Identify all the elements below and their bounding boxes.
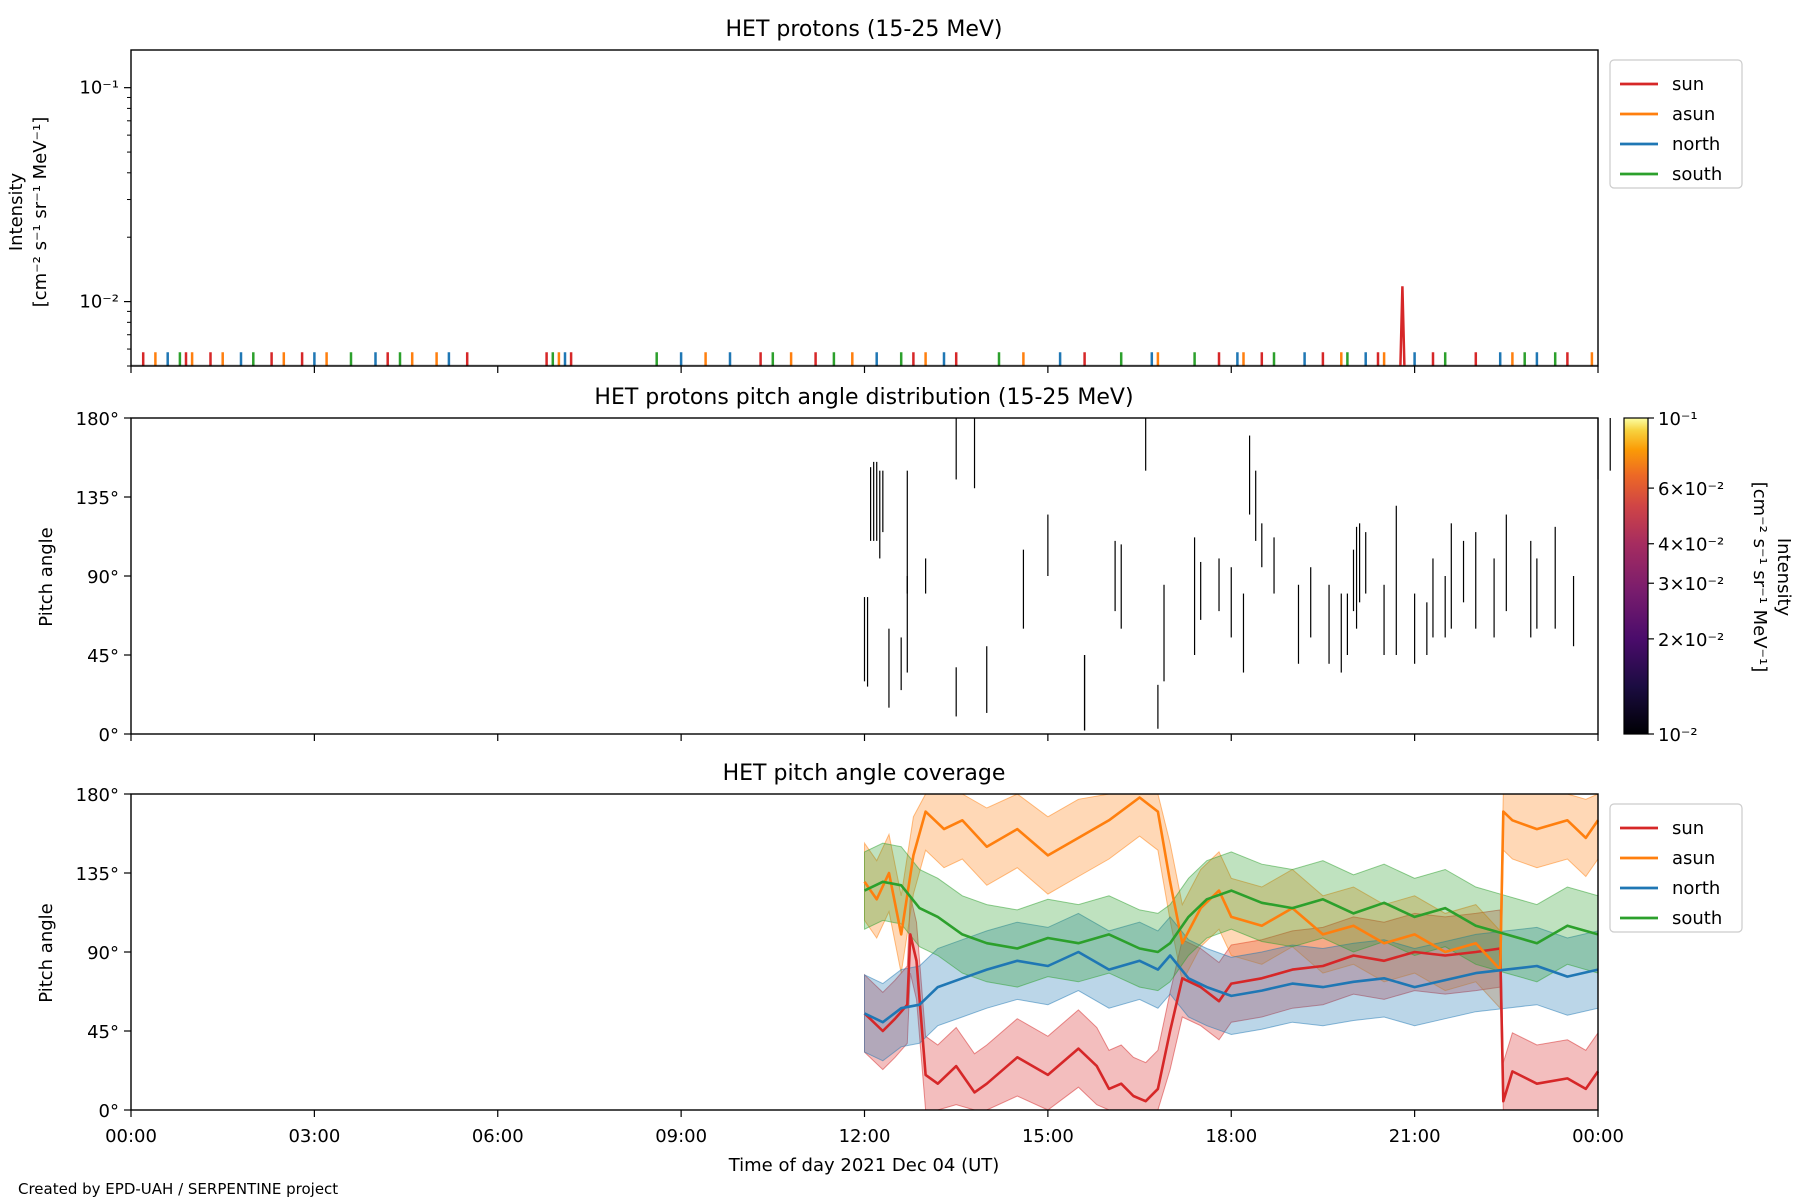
panel1-ylabel-line2: [cm⁻² s⁻¹ sr⁻¹ MeV⁻¹] (30, 117, 51, 308)
x-tick-label: 15:00 (1022, 1126, 1074, 1147)
panel1-ylabel-line1: Intensity (6, 172, 27, 251)
plot-layer: 10⁻² 10⁻¹ 0° 45° 90° 135° 180° 10⁻² 2×10⁻² 3×10⁻²… (76, 49, 1743, 1147)
panel1-ytick-label: 10⁻² (79, 292, 119, 313)
panel2-frame (130, 417, 1599, 735)
colorbar (1623, 417, 1649, 735)
panel2-ytick-label: 135° (76, 488, 119, 509)
x-tick-label: 00:00 (105, 1126, 157, 1147)
panel3-ytick-label: 45° (87, 1022, 119, 1043)
panel3-legend-box (1609, 803, 1743, 933)
panel3-legend-label-asun: asun (1672, 848, 1715, 869)
panel3-line-asun (863, 796, 1600, 971)
panel1-title: HET protons (15-25 MeV) (726, 17, 1003, 42)
panel3-ylabel: Pitch angle (36, 903, 57, 1002)
panel1-legend-label-north: north (1672, 134, 1720, 155)
panel3-legend-label-north: north (1672, 878, 1720, 899)
panel3-line-sun (863, 933, 1600, 1103)
panel1-series-south (178, 352, 1557, 366)
panel2-ytick-label: 90° (87, 567, 119, 588)
colorbar-tick-label: 4×10⁻² (1658, 535, 1724, 556)
colorbar-label-line2: [cm⁻² s⁻¹ sr⁻¹ MeV⁻¹] (1749, 482, 1770, 673)
panel3-legend-label-south: south (1672, 908, 1722, 929)
panel1-series-sun (141, 352, 1569, 366)
x-tick-label: 06:00 (472, 1126, 524, 1147)
panel1-legend-box (1609, 59, 1743, 189)
colorbar-tick-label: 6×10⁻² (1658, 479, 1724, 500)
panel3-ytick-label: 90° (87, 943, 119, 964)
x-tick-label: 00:00 (1572, 1126, 1624, 1147)
panel3-line-south (863, 880, 1599, 954)
panel2-ytick-label: 180° (76, 409, 119, 430)
colorbar-label-line1: Intensity (1773, 538, 1794, 617)
panel3-ytick-label: 0° (99, 1101, 119, 1122)
panel1-legend-label-asun: asun (1672, 104, 1715, 125)
panel3-legend-label-sun: sun (1672, 818, 1704, 839)
panel2-ylabel: Pitch angle (36, 527, 57, 626)
panel3-title: HET pitch angle coverage (723, 761, 1006, 786)
colorbar-tick-label: 10⁻² (1658, 725, 1698, 746)
panel1-sun-peak (1399, 286, 1406, 367)
panel3-ytick-label: 135° (76, 864, 119, 885)
panel1-legend-label-sun: sun (1672, 74, 1704, 95)
panel1-series-north (166, 352, 1539, 366)
colorbar-tick-label: 2×10⁻² (1658, 630, 1724, 651)
x-tick-label: 21:00 (1389, 1126, 1441, 1147)
panel1-series-asun (154, 352, 1594, 366)
panel1-ytick-label: 10⁻¹ (79, 78, 119, 99)
panel2-title: HET protons pitch angle distribution (15… (594, 385, 1133, 410)
panel2-ytick-label: 45° (87, 646, 119, 667)
panel2-ytick-label: 0° (99, 725, 119, 746)
x-tick-label: 18:00 (1205, 1126, 1257, 1147)
x-tick-label: 12:00 (839, 1126, 891, 1147)
colorbar-tick-label: 10⁻¹ (1658, 409, 1698, 430)
credit-text: Created by EPD-UAH / SERPENTINE project (18, 1180, 338, 1198)
panel1-frame (130, 49, 1599, 367)
colorbar-tick-label: 3×10⁻² (1658, 574, 1724, 595)
panel3-ytick-label: 180° (76, 785, 119, 806)
x-tick-label: 09:00 (655, 1126, 707, 1147)
x-axis-label: Time of day 2021 Dec 04 (UT) (728, 1155, 1000, 1176)
x-tick-label: 03:00 (288, 1126, 340, 1147)
panel3-line-north (863, 950, 1599, 1024)
panel1-legend-label-south: south (1672, 164, 1722, 185)
